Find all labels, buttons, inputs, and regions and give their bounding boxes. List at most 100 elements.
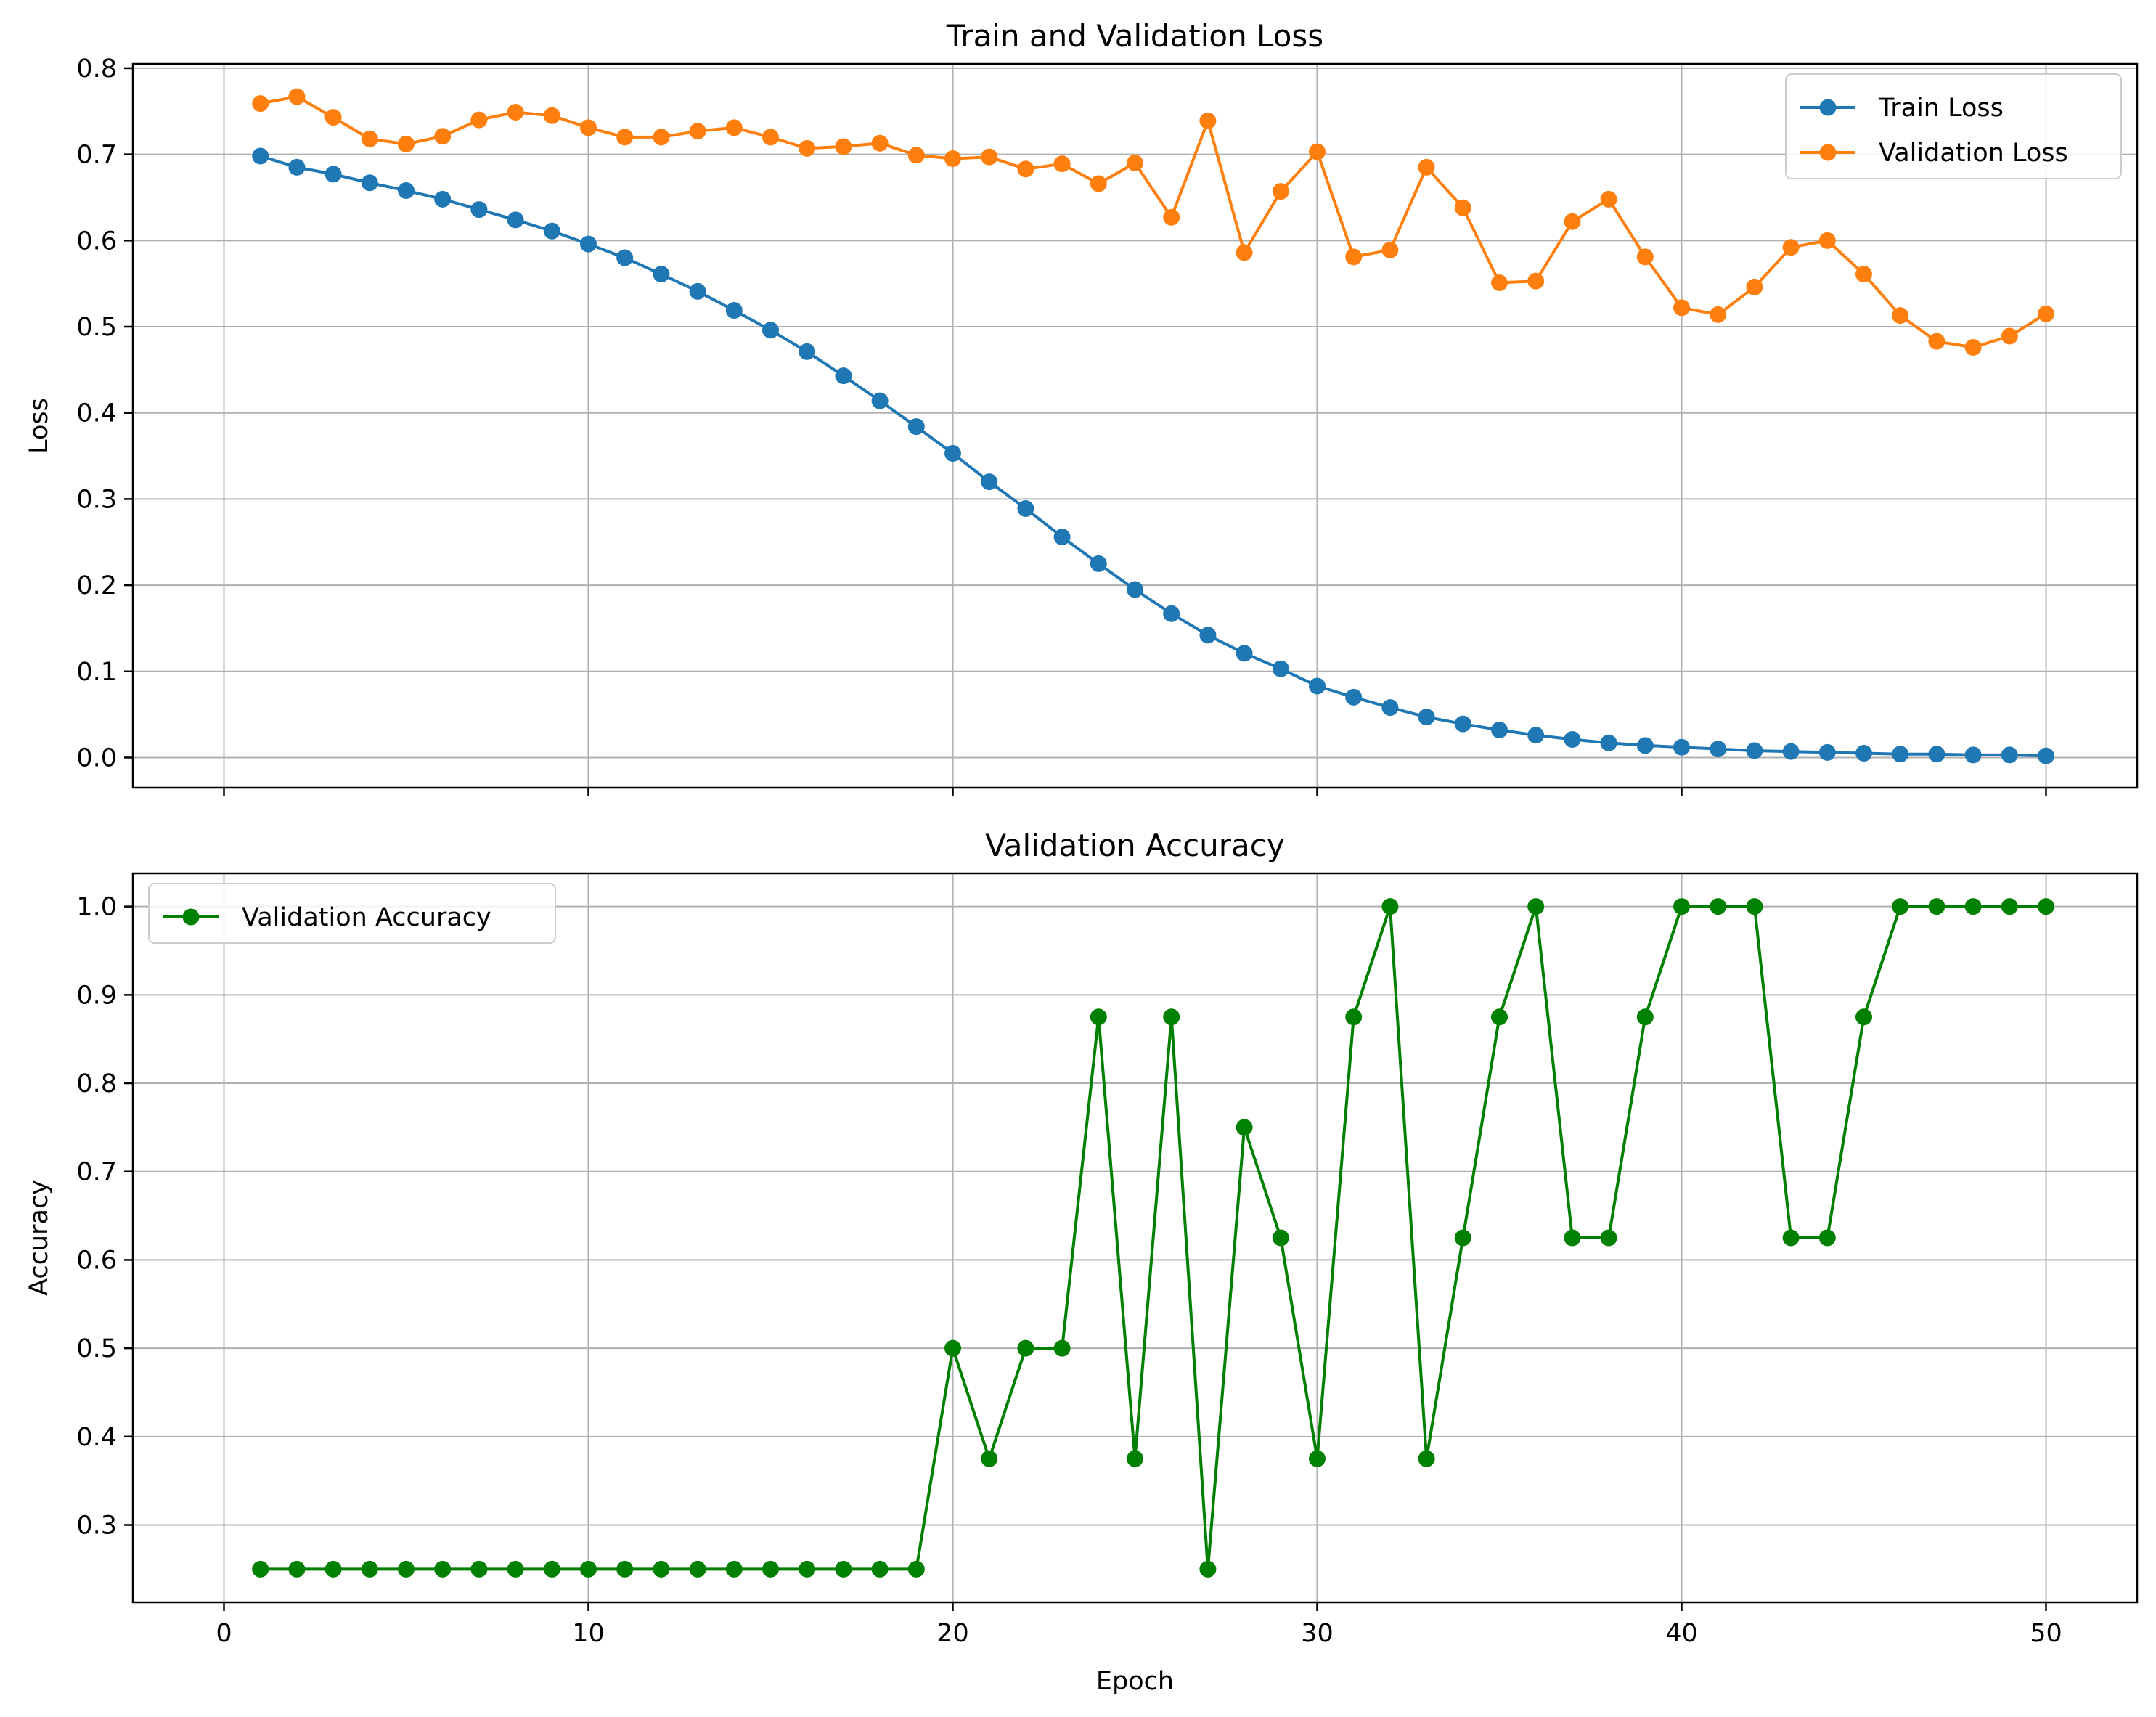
validation-loss-point (1418, 158, 1435, 176)
validation-loss-point (1053, 155, 1071, 173)
validation-accuracy-point (288, 1560, 306, 1578)
accuracy-x-tick-label: 40 (1665, 1619, 1698, 1648)
validation-accuracy-point (1199, 1560, 1217, 1578)
loss-y-tick-label: 0.1 (76, 658, 117, 687)
validation-loss-point (1163, 208, 1180, 226)
accuracy-legend-box (148, 883, 556, 944)
validation-accuracy-point (2038, 898, 2054, 915)
train-loss-point (1418, 709, 1435, 726)
validation-loss-point (1746, 278, 1763, 295)
validation-loss-point (1964, 338, 1982, 356)
train-loss-point (288, 158, 306, 176)
validation-loss-point (1090, 175, 1107, 192)
validation-accuracy-point (580, 1560, 597, 1578)
validation-loss-point (799, 139, 816, 157)
train-loss-point (835, 367, 852, 385)
validation-loss-point (288, 88, 306, 105)
validation-loss-point (1454, 199, 1471, 216)
validation-accuracy-point (1564, 1229, 1581, 1247)
validation-loss-point (1527, 272, 1545, 290)
validation-accuracy-point (1710, 898, 1727, 915)
validation-accuracy-point (1600, 1229, 1617, 1247)
accuracy-y-tick-label: 0.7 (76, 1158, 117, 1187)
validation-accuracy-point (1418, 1450, 1435, 1467)
accuracy-y-axis-label: Accuracy (25, 1180, 54, 1296)
train-loss-point (580, 235, 597, 253)
validation-loss-point (1673, 299, 1690, 317)
validation-loss-point (2001, 327, 2018, 345)
validation-accuracy-point (1782, 1229, 1800, 1247)
accuracy-y-tick-label: 0.6 (76, 1246, 117, 1275)
validation-loss-point (1782, 239, 1800, 256)
validation-accuracy-point (653, 1560, 670, 1578)
train-loss-point (1491, 721, 1508, 738)
validation-accuracy-point (434, 1560, 452, 1578)
validation-loss-point (725, 119, 743, 136)
validation-loss-point (1636, 248, 1654, 266)
loss-y-tick-label: 0.4 (76, 399, 117, 428)
validation-accuracy-point (324, 1560, 342, 1578)
validation-accuracy-point (1309, 1450, 1326, 1467)
validation-accuracy-point (907, 1560, 925, 1578)
validation-accuracy-point (1127, 1450, 1143, 1467)
train-loss-point (653, 266, 670, 283)
train-loss-point (252, 147, 269, 165)
train-loss-point (871, 392, 889, 409)
accuracy-chart-title: Validation Accuracy (985, 828, 1285, 863)
validation-loss-legend-label: Validation Loss (1879, 139, 2068, 168)
train-loss-point (1564, 731, 1581, 749)
accuracy-y-tick-label: 1.0 (76, 893, 117, 922)
train-loss-point (470, 201, 488, 219)
validation-accuracy-point (1928, 898, 1945, 915)
loss-chart-title: Train and Validation Loss (946, 18, 1323, 54)
validation-accuracy-point (616, 1560, 634, 1578)
validation-loss-point (543, 107, 560, 124)
validation-accuracy-point (1381, 898, 1399, 915)
validation-loss-point (1491, 274, 1508, 291)
train-loss-point (1127, 581, 1143, 598)
validation-loss-point (1600, 190, 1617, 208)
validation-accuracy-point (981, 1450, 998, 1467)
accuracy-x-tick-label: 20 (936, 1619, 969, 1648)
validation-accuracy-point (1090, 1008, 1107, 1026)
accuracy-x-axis-label: Epoch (1096, 1667, 1174, 1696)
train-loss-point (799, 343, 816, 360)
validation-loss-point (1309, 143, 1326, 160)
train-loss-point (1454, 715, 1471, 733)
validation-loss-point (616, 129, 634, 146)
validation-loss-point (653, 129, 670, 146)
train-loss-point (725, 301, 743, 319)
validation-accuracy-point (1855, 1008, 1872, 1026)
loss-y-tick-label: 0.2 (76, 571, 117, 600)
validation-loss-point (1928, 333, 1945, 350)
loss-y-tick-label: 0.5 (76, 313, 117, 342)
accuracy-chart: 0 10 20 30 40 50 0.3 0.4 0.5 0.6 0.7 0.8 0.9 1.0 Vali… (25, 828, 2139, 1696)
loss-legend-box (1785, 73, 2122, 179)
train-loss-point (1527, 727, 1545, 744)
validation-accuracy-legend-marker (182, 908, 200, 926)
validation-accuracy-legend-label: Validation Accuracy (242, 903, 491, 932)
train-loss-point (1710, 741, 1727, 758)
loss-y-tick-label: 0.0 (76, 743, 117, 772)
validation-loss-point (580, 119, 597, 136)
accuracy-y-tick-label: 0.8 (76, 1069, 117, 1098)
train-loss-point (2038, 747, 2054, 764)
train-loss-point (907, 418, 925, 436)
accuracy-x-tick-label: 50 (2030, 1619, 2062, 1648)
loss-legend: Train Loss Validation Loss (1785, 73, 2122, 179)
validation-accuracy-point (762, 1560, 779, 1578)
validation-accuracy-point (1053, 1339, 1071, 1357)
validation-accuracy-point (1964, 898, 1982, 915)
validation-accuracy-point (1017, 1339, 1034, 1357)
validation-accuracy-point (1163, 1008, 1180, 1026)
accuracy-x-tick-label: 10 (572, 1619, 605, 1648)
validation-loss-point (689, 123, 706, 140)
validation-accuracy-point (944, 1339, 961, 1357)
validation-accuracy-point (1454, 1229, 1471, 1247)
train-loss-point (616, 249, 634, 266)
accuracy-x-tick-label: 30 (1301, 1619, 1334, 1648)
validation-loss-point (507, 103, 524, 121)
validation-loss-point (1892, 307, 1909, 325)
validation-loss-point (762, 129, 779, 146)
validation-loss-point (1017, 160, 1034, 178)
